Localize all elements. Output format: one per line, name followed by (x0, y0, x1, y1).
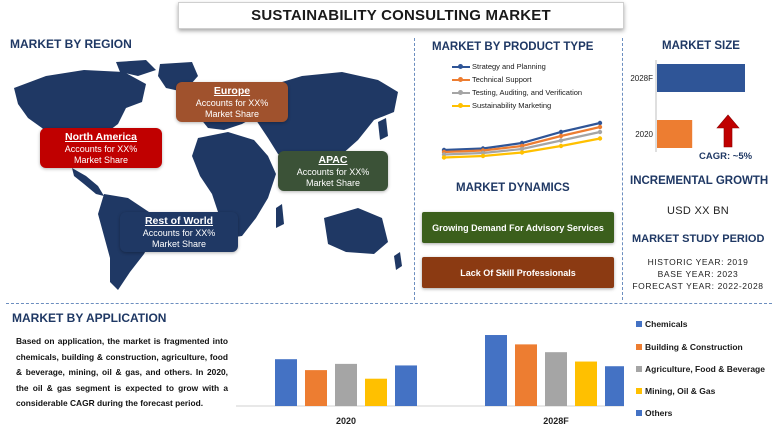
legend-testing: Testing, Auditing, and Verification (452, 88, 582, 97)
app-bar-2020-2 (335, 363, 357, 406)
series-point-2-4 (597, 129, 603, 135)
world-map: North America Accounts for XX% Market Sh… (6, 58, 406, 298)
app-legend-mining-swatch (636, 388, 642, 394)
legend-technical: Technical Support (452, 75, 532, 84)
app-category-2020: 2020 (336, 416, 356, 426)
application-description: Based on application, the market is frag… (16, 336, 228, 409)
legend-technical-label: Technical Support (472, 75, 532, 84)
legend-strategy-label: Strategy and Planning (472, 62, 546, 71)
title-bar: SUSTAINABILITY CONSULTING MARKET (178, 2, 624, 29)
series-point-1-3 (558, 133, 564, 139)
divider-right (622, 38, 623, 300)
app-bar-2028F-0 (485, 335, 507, 406)
app-legend-agriculture-swatch (636, 366, 642, 372)
series-point-2-3 (558, 138, 564, 143)
app-legend-mining-label: Mining, Oil & Gas (645, 386, 716, 396)
app-bar-2028F-1 (515, 344, 537, 406)
app-bar-2028F-3 (575, 361, 597, 406)
region-apac-line1: Accounts for XX% (296, 167, 370, 177)
app-legend-others: Others (636, 408, 672, 418)
region-rest-of-world-line2: Market Share (151, 239, 207, 249)
size-bar-2020 (657, 120, 693, 148)
region-apac-name: APAC (318, 154, 348, 166)
region-north-america: North America Accounts for XX% Market Sh… (40, 128, 162, 168)
app-bar-2020-3 (365, 378, 387, 406)
application-heading: MARKET BY APPLICATION (12, 311, 167, 325)
legend-marketing-swatch (452, 102, 470, 108)
size-bar-2028F (657, 64, 745, 92)
series-point-3-3 (558, 143, 564, 149)
app-bar-2020-1 (305, 370, 327, 406)
region-europe-line1: Accounts for XX% (195, 98, 269, 108)
series-point-3-4 (597, 136, 603, 141)
region-north-america-name: North America (65, 131, 137, 143)
series-point-0-4 (597, 120, 603, 126)
cagr-label: CAGR: ~5% (699, 151, 753, 162)
series-point-3-1 (480, 153, 486, 159)
legend-strategy: Strategy and Planning (452, 62, 546, 71)
region-heading: MARKET BY REGION (10, 37, 132, 51)
app-legend-building: Building & Construction (636, 342, 743, 352)
app-legend-chemicals-swatch (636, 321, 642, 327)
app-legend-agriculture: Agriculture, Food & Beverage (636, 364, 765, 374)
size-label-2028F: 2028F (630, 74, 653, 83)
app-legend-others-label: Others (645, 408, 673, 418)
app-legend-building-label: Building & Construction (645, 342, 743, 352)
incremental-value: USD XX BN (667, 205, 729, 217)
region-rest-of-world: Rest of World Accounts for XX% Market Sh… (120, 212, 238, 252)
app-legend-agriculture-label: Agriculture, Food & Beverage (645, 364, 765, 374)
product-heading: MARKET BY PRODUCT TYPE (432, 41, 594, 53)
app-legend-others-swatch (636, 410, 642, 416)
app-category-2028F: 2028F (543, 416, 569, 426)
app-bar-2020-0 (275, 359, 297, 406)
series-point-2-2 (519, 146, 525, 152)
app-bar-2020-4 (395, 365, 417, 406)
series-point-3-2 (519, 150, 525, 155)
divider-bottom (6, 303, 772, 304)
region-europe: Europe Accounts for XX% Market Share (176, 82, 288, 122)
series-point-0-3 (558, 129, 564, 135)
study-historic: HISTORIC YEAR: 2019 (647, 257, 749, 267)
legend-marketing-label: Sustainability Marketing (472, 101, 552, 110)
region-rest-of-world-line1: Accounts for XX% (142, 228, 216, 238)
region-apac: APAC Accounts for XX% Market Share (278, 151, 388, 191)
page-title: SUSTAINABILITY CONSULTING MARKET (251, 7, 551, 24)
region-europe-name: Europe (213, 85, 251, 97)
app-legend-chemicals-label: Chemicals (645, 319, 688, 329)
region-rest-of-world-name: Rest of World (144, 215, 214, 227)
legend-strategy-swatch (452, 63, 470, 69)
region-north-america-line1: Accounts for XX% (64, 144, 138, 154)
legend-marketing: Sustainability Marketing (452, 101, 551, 110)
region-europe-line2: Market Share (204, 109, 260, 119)
dynamic-growing-demand: Growing Demand For Advisory Services (422, 212, 614, 243)
study-heading: MARKET STUDY PERIOD (632, 233, 765, 245)
app-legend-building-swatch (636, 344, 642, 350)
size-heading: MARKET SIZE (662, 40, 740, 52)
product-line-chart (441, 120, 603, 160)
market-size-chart: 2028F 2020 (630, 60, 745, 152)
divider-left (414, 38, 415, 300)
app-legend-chemicals: Chemicals (636, 319, 688, 329)
series-point-3-0 (441, 155, 447, 160)
legend-testing-label: Testing, Auditing, and Verification (472, 88, 583, 97)
app-bar-2028F-2 (545, 352, 567, 406)
dynamics-heading: MARKET DYNAMICS (456, 182, 570, 194)
study-base: BASE YEAR: 2023 (657, 269, 739, 279)
application-bar-chart: 2020 2028F (236, 335, 624, 426)
study-forecast: FORECAST YEAR: 2022-2028 (632, 281, 764, 291)
size-label-2020: 2020 (635, 130, 653, 139)
region-apac-line2: Market Share (305, 178, 361, 188)
legend-technical-swatch (452, 76, 470, 82)
app-legend-mining: Mining, Oil & Gas (636, 386, 715, 396)
legend-testing-swatch (452, 89, 470, 95)
growth-arrow-icon (716, 114, 740, 148)
incremental-heading: INCREMENTAL GROWTH (630, 175, 769, 187)
series-point-1-4 (597, 124, 603, 130)
app-bar-2028F-4 (605, 366, 624, 406)
region-north-america-line2: Market Share (73, 155, 129, 165)
dynamic-lack-of-skill: Lack Of Skill Professionals (422, 257, 614, 288)
